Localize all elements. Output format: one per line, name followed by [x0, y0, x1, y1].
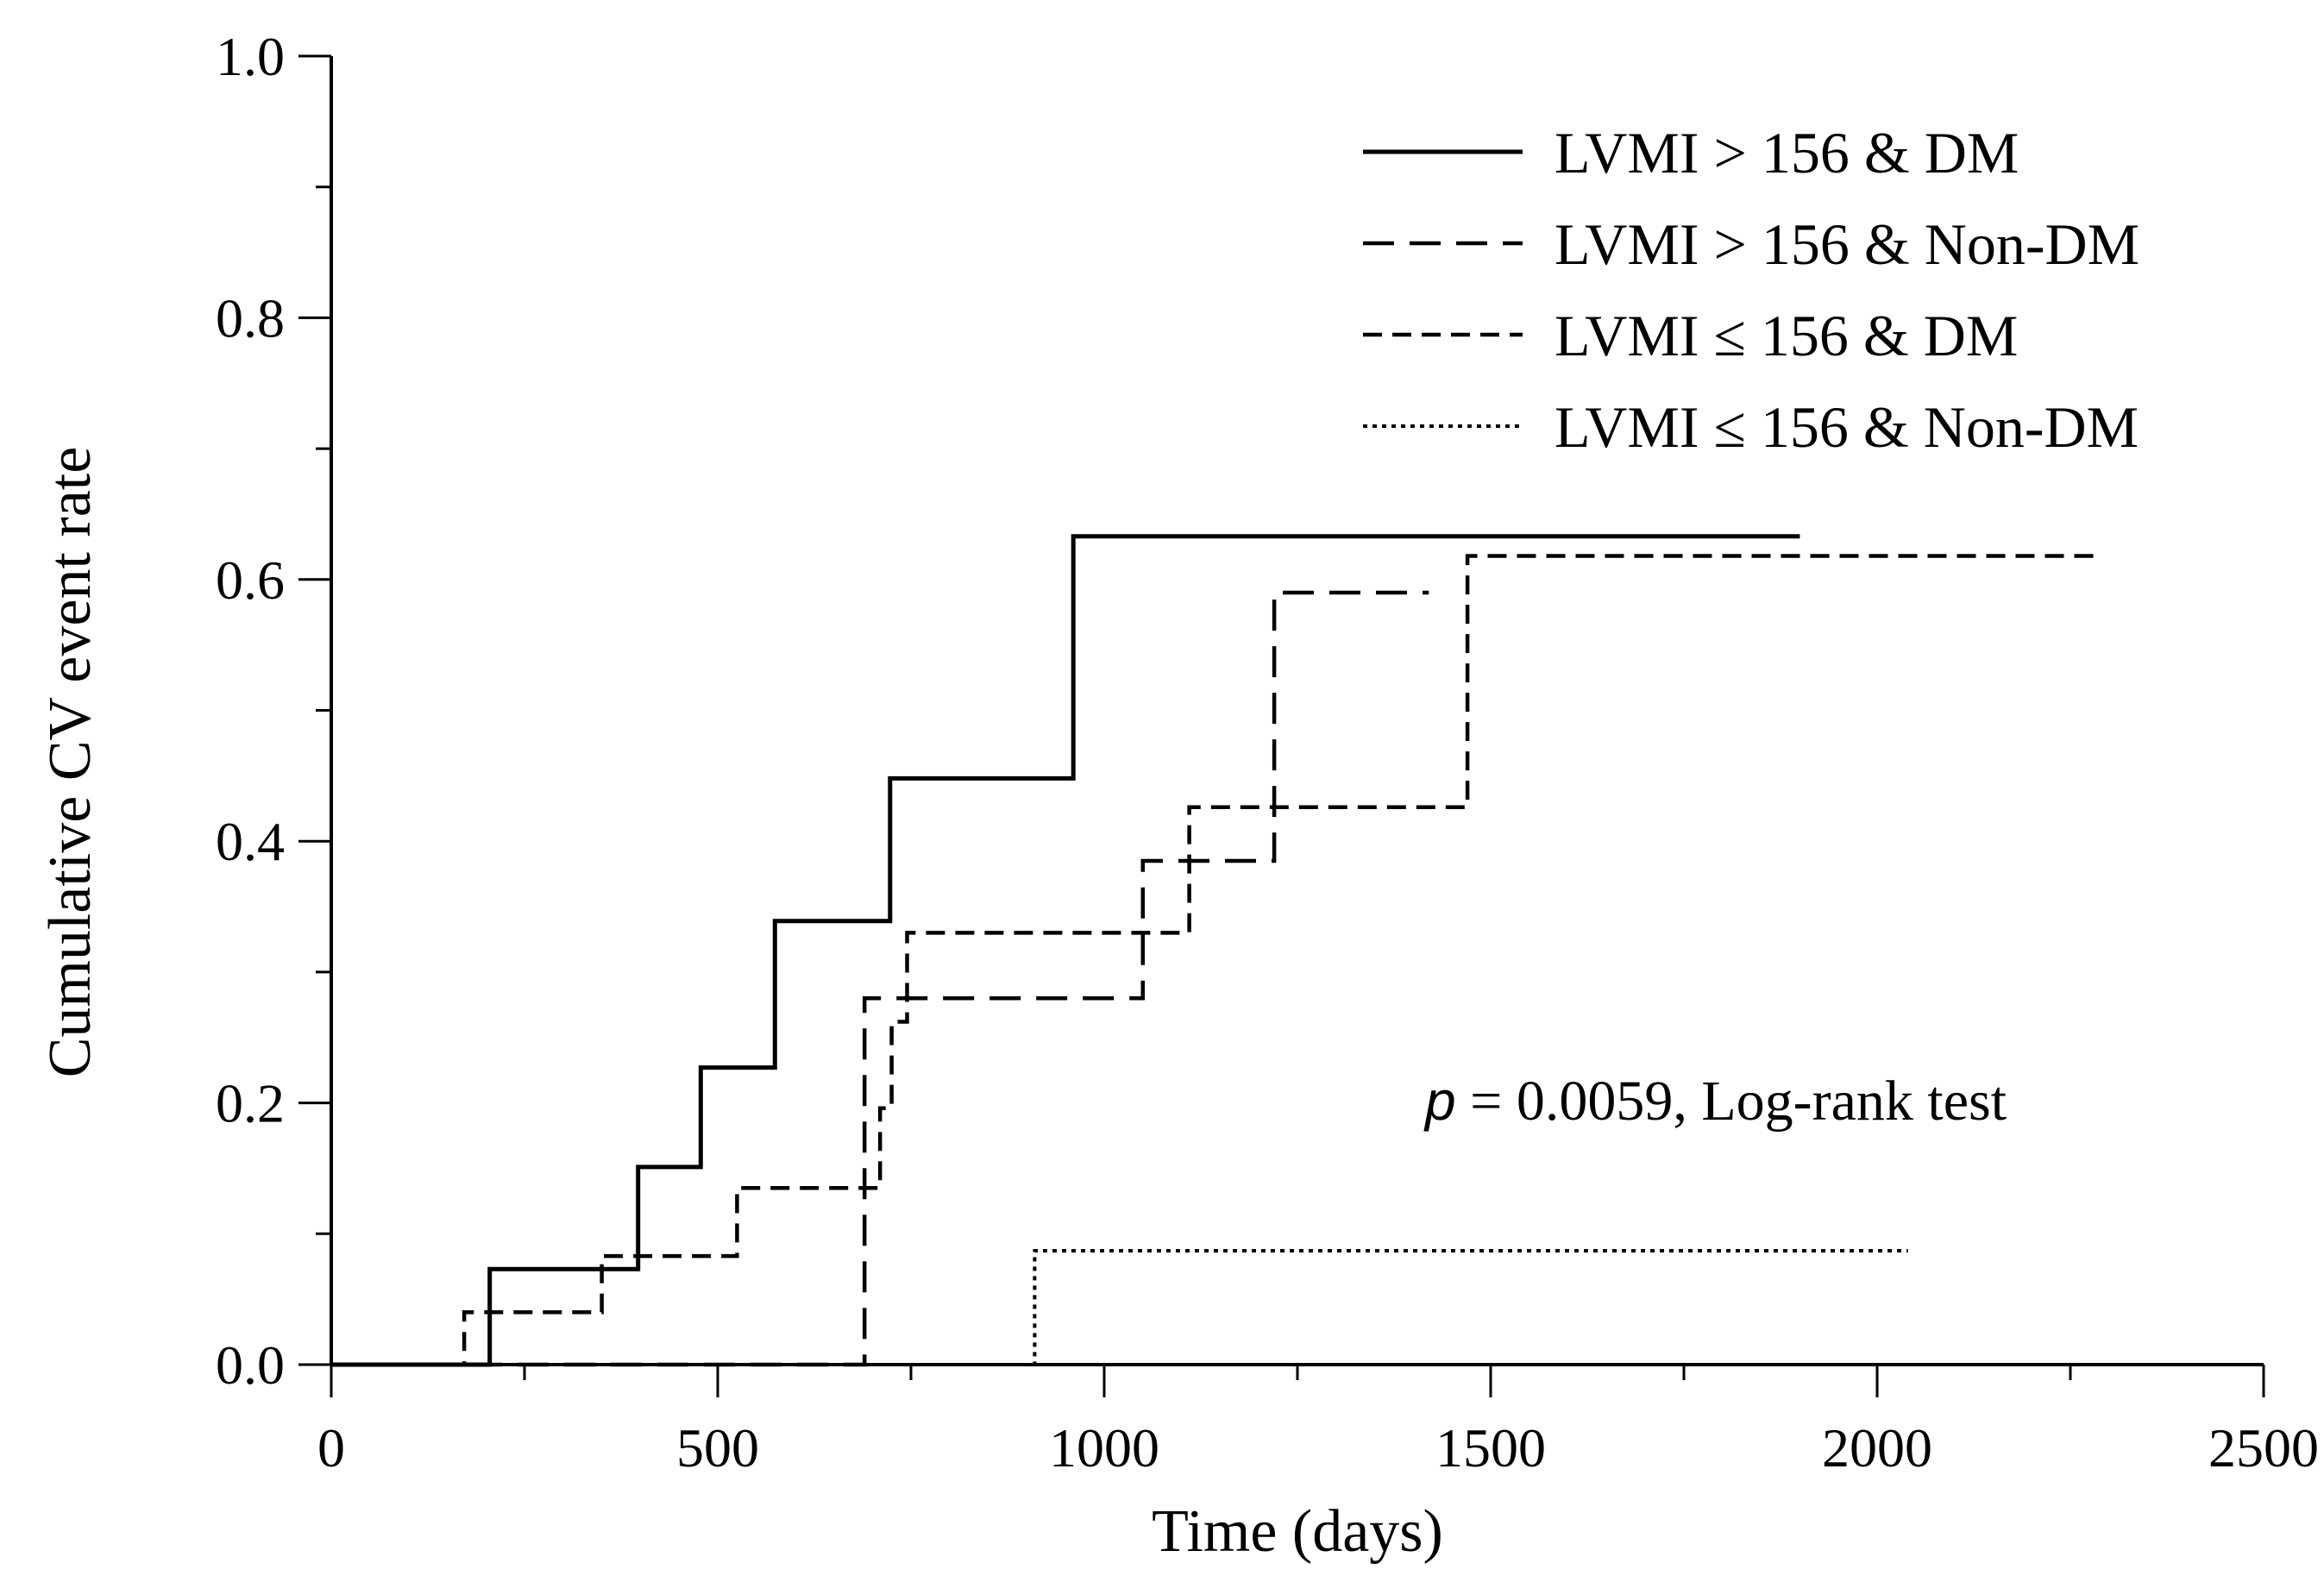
plot-area: 0.0 0.2 0.4 0.6 0.8 1.0 0 500 1000 1500 2000 2500	[216, 26, 2319, 1478]
x-ticks: 0 500 1000 1500 2000 2500	[317, 1365, 2319, 1478]
y-tick-label: 0.8	[216, 287, 285, 348]
y-tick-label: 0.0	[216, 1334, 285, 1396]
x-axis-title: Time (days)	[1152, 1498, 1443, 1565]
x-tick-label: 1000	[1049, 1417, 1159, 1478]
series-line-3	[331, 554, 2101, 1367]
p-value-text: = 0.0059, Log-rank test	[1456, 1070, 2007, 1133]
y-tick-label: 0.4	[216, 811, 285, 872]
series-line-4	[331, 1249, 1908, 1366]
x-tick-label: 1500	[1435, 1417, 1546, 1478]
legend-label-1: LVMI > 156 & DM	[1555, 120, 2019, 185]
y-ticks: 0.0 0.2 0.4 0.6 0.8 1.0	[216, 26, 331, 1396]
legend-label-2: LVMI > 156 & Non-DM	[1555, 211, 2139, 277]
x-tick-label: 0	[317, 1417, 345, 1478]
x-tick-label: 2000	[1822, 1417, 1932, 1478]
series-line-2	[331, 590, 1429, 1367]
legend-label-4: LVMI ≤ 156 & Non-DM	[1555, 394, 2139, 460]
y-axis-title: Cumulative CV event rate	[37, 447, 104, 1078]
y-tick-label: 0.2	[216, 1073, 285, 1134]
y-tick-label: 1.0	[216, 26, 285, 87]
series-layer	[331, 534, 2101, 1367]
legend-label-3: LVMI ≤ 156 & DM	[1555, 303, 2018, 368]
x-tick-label: 500	[676, 1417, 759, 1478]
x-tick-label: 2500	[2208, 1417, 2319, 1478]
p-symbol: p	[1423, 1070, 1456, 1132]
legend: LVMI > 156 & DM LVMI > 156 & Non-DM LVMI ≤…	[1363, 120, 2139, 460]
series-line-1	[331, 534, 1800, 1367]
p-value-annotation: p = 0.0059, Log-rank test	[1423, 1070, 2007, 1133]
y-tick-label: 0.6	[216, 549, 285, 611]
